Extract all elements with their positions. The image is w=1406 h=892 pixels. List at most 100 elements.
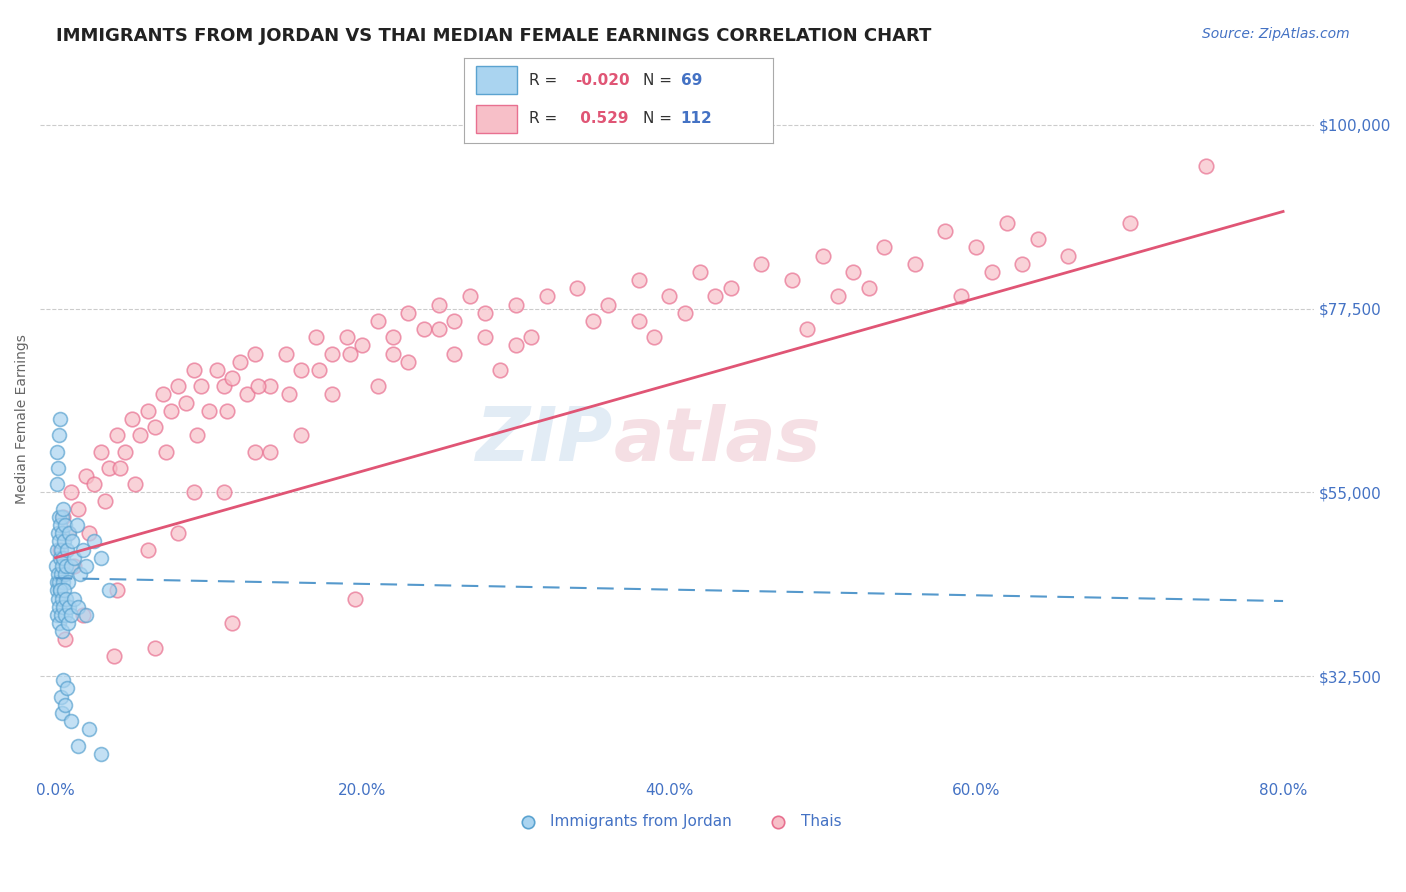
Point xyxy=(48,575,70,590)
Point xyxy=(277,387,299,401)
Point xyxy=(780,273,803,287)
Point xyxy=(49,542,72,557)
Point xyxy=(352,338,374,352)
Point xyxy=(93,493,115,508)
Text: N =: N = xyxy=(644,72,678,87)
Point xyxy=(396,306,419,320)
Point xyxy=(980,265,1002,279)
FancyBboxPatch shape xyxy=(477,105,516,133)
Point xyxy=(77,723,100,737)
Point xyxy=(873,240,896,254)
Point xyxy=(205,363,228,377)
Point xyxy=(48,412,70,426)
Point xyxy=(55,591,77,606)
Point xyxy=(124,477,146,491)
Point xyxy=(152,387,174,401)
Point xyxy=(1011,257,1033,271)
Point xyxy=(53,698,76,712)
Point xyxy=(190,379,212,393)
Point xyxy=(520,330,543,344)
Point xyxy=(934,224,956,238)
Point xyxy=(217,403,239,417)
Point xyxy=(567,281,589,295)
Point xyxy=(49,690,72,704)
Point xyxy=(53,567,76,582)
Text: 112: 112 xyxy=(681,112,713,127)
Point xyxy=(45,558,67,573)
Point xyxy=(59,485,82,500)
Point xyxy=(46,542,69,557)
Point xyxy=(143,420,166,434)
Point xyxy=(749,257,772,271)
Point xyxy=(75,558,97,573)
Point xyxy=(105,583,128,598)
Point xyxy=(321,387,343,401)
Point xyxy=(704,289,727,303)
Text: Source: ZipAtlas.com: Source: ZipAtlas.com xyxy=(1202,27,1350,41)
Point xyxy=(53,607,76,622)
Point xyxy=(49,607,72,622)
Point xyxy=(174,395,197,409)
Text: IMMIGRANTS FROM JORDAN VS THAI MEDIAN FEMALE EARNINGS CORRELATION CHART: IMMIGRANTS FROM JORDAN VS THAI MEDIAN FE… xyxy=(56,27,932,45)
Point xyxy=(627,273,650,287)
Point xyxy=(51,558,73,573)
Point xyxy=(243,346,266,360)
Point xyxy=(103,648,125,663)
Point xyxy=(198,403,221,417)
Point xyxy=(53,632,76,647)
Point xyxy=(49,583,72,598)
Text: R =: R = xyxy=(529,72,562,87)
Point xyxy=(627,314,650,328)
Point xyxy=(56,616,79,631)
Point xyxy=(56,542,79,557)
Point xyxy=(51,509,73,524)
Point xyxy=(67,739,90,753)
Point xyxy=(505,338,527,352)
Point xyxy=(108,461,131,475)
Point xyxy=(58,599,80,614)
Point xyxy=(720,281,742,295)
Point xyxy=(367,314,389,328)
Point xyxy=(228,355,250,369)
Point xyxy=(51,706,73,720)
Point xyxy=(83,477,105,491)
Point xyxy=(811,249,834,263)
Point xyxy=(66,518,89,533)
Point xyxy=(46,583,69,598)
Point xyxy=(46,607,69,622)
Point xyxy=(56,681,79,696)
Point xyxy=(49,583,72,598)
Point xyxy=(443,346,465,360)
Point xyxy=(52,599,75,614)
Point xyxy=(842,265,865,279)
Point xyxy=(58,526,80,541)
Text: N =: N = xyxy=(644,112,678,127)
Point xyxy=(183,485,205,500)
Point xyxy=(52,673,75,688)
Point xyxy=(77,526,100,541)
Point xyxy=(59,607,82,622)
Point xyxy=(59,558,82,573)
Point xyxy=(259,444,281,458)
Point xyxy=(290,428,312,442)
Text: 69: 69 xyxy=(681,72,702,87)
Point xyxy=(52,534,75,549)
Point xyxy=(56,526,79,541)
Point xyxy=(505,297,527,311)
Text: ZIP: ZIP xyxy=(477,404,613,477)
Point xyxy=(827,289,849,303)
Point xyxy=(290,363,312,377)
Legend: Immigrants from Jordan, Thais: Immigrants from Jordan, Thais xyxy=(506,808,848,835)
Point xyxy=(274,346,297,360)
Point xyxy=(995,216,1018,230)
Point xyxy=(1057,249,1080,263)
Point xyxy=(52,583,75,598)
Point xyxy=(105,428,128,442)
Point xyxy=(308,363,330,377)
Point xyxy=(236,387,259,401)
Point xyxy=(382,330,405,344)
Point xyxy=(46,591,69,606)
Point xyxy=(212,379,235,393)
Text: R =: R = xyxy=(529,112,562,127)
Point xyxy=(60,534,83,549)
